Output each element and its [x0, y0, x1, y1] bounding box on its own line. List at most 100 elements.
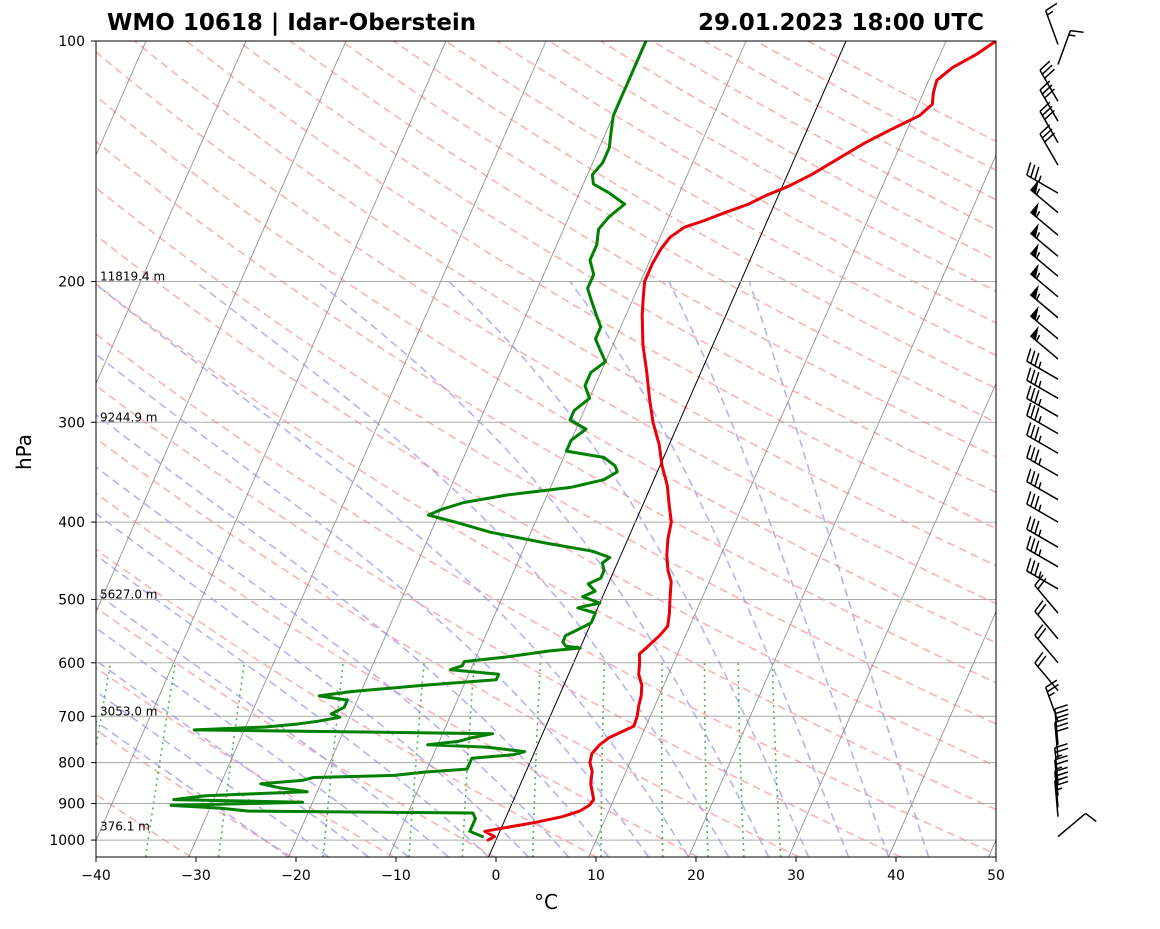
isotherm-line — [0, 41, 346, 857]
x-tick-label: 40 — [887, 868, 905, 884]
wind-barb-half-flag — [1039, 176, 1041, 182]
chart-title-datetime: 29.01.2023 18:00 UTC — [698, 10, 984, 36]
wind-barb-flag — [1031, 405, 1035, 418]
wind-barb — [1027, 558, 1058, 589]
y-tick-label: 800 — [58, 756, 85, 772]
mixing-ratio-line — [772, 663, 780, 857]
moist-adiabat-line — [0, 282, 329, 858]
wind-barb — [1027, 422, 1058, 453]
wind-barb-flag — [1031, 351, 1035, 364]
wind-barb-flag — [1035, 408, 1039, 421]
wind-barb-staff — [1027, 435, 1058, 453]
dry-adiabat-line — [0, 41, 1160, 857]
moist-adiabat-line — [0, 282, 369, 858]
wind-barb-staff — [1035, 611, 1058, 639]
wind-barb-flag — [1027, 536, 1031, 549]
wind-barb-flag — [1031, 370, 1035, 383]
wind-barb-half-flag — [1039, 436, 1041, 442]
y-tick-label: 900 — [58, 797, 85, 813]
x-tick-label: −40 — [81, 868, 111, 884]
wind-barb-flag — [1027, 516, 1031, 529]
wind-barb-staff — [1027, 416, 1058, 434]
wind-barb-half-flag — [1039, 530, 1041, 536]
moist-adiabat-line — [0, 282, 289, 858]
dry-adiabat-line — [0, 41, 1160, 857]
wind-barb — [1027, 386, 1058, 417]
wind-barb-flag — [1070, 31, 1083, 33]
wind-barb-staff — [1027, 549, 1058, 567]
wind-barb-half-flag — [1049, 693, 1055, 697]
wind-barb — [1027, 536, 1058, 567]
x-tick-label: 20 — [687, 868, 705, 884]
x-tick-label: −20 — [281, 868, 311, 884]
wind-barb-staff — [1027, 380, 1058, 398]
wind-barb-half-flag — [1037, 252, 1040, 258]
wind-barb-half-flag — [1056, 755, 1062, 757]
dry-adiabat-line — [0, 41, 1160, 857]
moist-adiabat-line — [749, 282, 929, 858]
dry-adiabat-line — [0, 41, 1002, 857]
x-tick-label: 50 — [987, 868, 1005, 884]
wind-barb-staff — [1035, 586, 1058, 614]
zero-isotherm-line — [489, 41, 846, 857]
isotherm-line — [789, 41, 1146, 857]
moist-adiabat-line — [317, 282, 768, 858]
wind-barb-staff — [1027, 504, 1058, 522]
wind-barb-half-flag — [1037, 189, 1040, 195]
dry-adiabat-line — [653, 41, 1160, 857]
mixing-ratio-line — [533, 663, 541, 857]
wind-barb-flag — [1035, 541, 1039, 554]
dry-adiabat-line — [704, 41, 1160, 857]
background-lines — [0, 41, 1160, 857]
height-label: 3053.0 m — [100, 704, 158, 718]
wind-barb-flag — [1035, 427, 1039, 440]
wind-barb-flag — [1055, 705, 1068, 709]
y-tick-label: 500 — [58, 593, 85, 609]
wind-barb — [1046, 3, 1058, 44]
dry-adiabat-line — [0, 41, 292, 857]
x-axis-label: °C — [534, 890, 558, 914]
wind-barb — [1040, 125, 1058, 165]
isotherm-line — [0, 41, 246, 857]
wind-barb-half-flag — [1039, 482, 1041, 488]
wind-barb-flag — [1027, 403, 1031, 416]
height-label: 9244.9 m — [100, 410, 158, 424]
wind-barb-flag — [1031, 165, 1035, 178]
wind-barb — [1027, 491, 1058, 522]
isotherm-line — [589, 41, 946, 857]
dry-adiabat-line — [83, 41, 1160, 857]
wind-barb-staff — [1027, 458, 1058, 476]
wind-barb-flag — [1031, 388, 1035, 401]
wind-barb-flag — [1027, 348, 1031, 361]
dry-adiabat-line — [0, 41, 1103, 857]
dry-adiabat-line — [549, 41, 1160, 857]
y-tick-label: 300 — [58, 415, 85, 431]
y-tick-label: 1000 — [49, 833, 85, 849]
y-tick-label: 200 — [58, 275, 85, 291]
wind-barb — [1027, 368, 1058, 399]
x-tick-label: −30 — [181, 868, 211, 884]
wind-barb-staff — [1030, 336, 1058, 359]
wind-barb-half-flag — [1037, 294, 1040, 300]
wind-barb — [1027, 516, 1058, 547]
wind-barb — [1027, 348, 1058, 379]
isotherm-line — [989, 41, 1160, 857]
wind-barb — [1040, 102, 1058, 142]
wind-barb-flag — [1027, 469, 1031, 482]
y-tick-label: 100 — [58, 34, 85, 50]
dewpoint-profile-line — [171, 41, 646, 837]
wind-barb-flag — [1035, 563, 1039, 576]
height-label: 5627.0 m — [100, 588, 158, 602]
wind-barb-half-flag — [1039, 549, 1041, 555]
wind-barb-flag — [1035, 474, 1039, 487]
wind-barb-staff — [1027, 571, 1058, 589]
x-tick-label: 0 — [492, 868, 501, 884]
chart-title-station: WMO 10618 | Idar-Oberstein — [107, 10, 476, 36]
x-tick-label: 10 — [587, 868, 605, 884]
wind-barb-flag — [1035, 450, 1039, 463]
wind-barb-flag — [1031, 519, 1035, 532]
wind-barb-half-flag — [1039, 416, 1041, 422]
wind-barb-flag — [1027, 162, 1031, 175]
